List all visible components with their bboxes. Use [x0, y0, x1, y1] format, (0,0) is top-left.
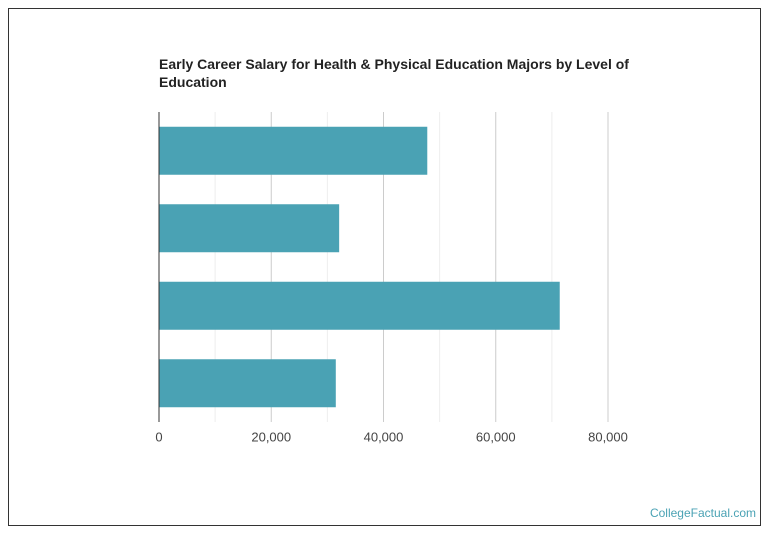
x-tick-label: 60,000	[476, 429, 516, 444]
x-tick-label: 20,000	[251, 429, 291, 444]
frame	[8, 8, 761, 526]
bar	[159, 126, 428, 175]
bar	[159, 359, 336, 408]
bar	[159, 281, 560, 330]
x-tick-label: 0	[155, 429, 162, 444]
watermark[interactable]: CollegeFactual.com	[649, 506, 756, 520]
x-tick-label: 80,000	[588, 429, 628, 444]
chart-title: Early Career Salary for Health & Physica…	[159, 56, 629, 90]
x-tick-label: 40,000	[364, 429, 404, 444]
bar	[159, 204, 340, 253]
